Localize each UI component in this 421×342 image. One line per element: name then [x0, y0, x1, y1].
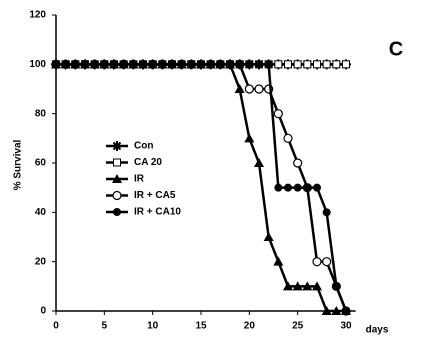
triangle-marker — [283, 281, 293, 291]
square-marker — [322, 60, 331, 69]
square-marker — [303, 60, 312, 69]
circle-marker — [206, 60, 215, 69]
circle-marker — [255, 60, 263, 69]
circle-marker — [264, 60, 273, 69]
circle-marker — [235, 60, 244, 69]
y-tick-label: 40 — [35, 207, 47, 218]
square-marker — [293, 60, 302, 69]
series-line — [56, 63, 348, 312]
x-tick-label: 15 — [195, 321, 207, 332]
circle-marker — [313, 183, 321, 192]
circle-marker — [158, 60, 167, 69]
legend-marker — [113, 158, 121, 167]
y-tick-label: 60 — [35, 158, 47, 169]
circle-marker — [322, 208, 331, 217]
circle-marker — [284, 183, 292, 192]
square-marker — [332, 60, 341, 69]
square-marker — [284, 60, 292, 69]
square-marker — [342, 60, 350, 69]
y-axis-label: % Survival — [13, 139, 24, 190]
circle-marker — [52, 60, 60, 69]
circle-marker — [187, 60, 196, 69]
circle-marker — [71, 60, 80, 69]
triangle-marker — [312, 281, 322, 291]
circle-marker — [197, 60, 205, 69]
triangle-marker — [273, 256, 284, 266]
x-tick-label: 20 — [244, 321, 256, 332]
circle-marker — [216, 60, 225, 69]
circle-marker — [303, 183, 312, 192]
triangle-marker — [292, 281, 303, 291]
x-tick-label: 5 — [102, 321, 108, 332]
circle-marker — [293, 158, 303, 168]
circle-marker — [129, 60, 138, 69]
legend-marker — [112, 141, 122, 151]
legend-label: IR — [134, 174, 145, 185]
circle-marker — [168, 60, 176, 69]
circle-marker — [312, 257, 322, 267]
legend-marker — [113, 208, 121, 216]
triangle-marker — [302, 281, 313, 291]
circle-marker — [81, 60, 89, 69]
legend-label: IR + CA5 — [134, 190, 176, 201]
x-axis-label: days — [366, 325, 389, 336]
y-tick-label: 120 — [29, 10, 46, 21]
circle-marker — [148, 60, 157, 69]
y-tick-label: 100 — [29, 59, 46, 70]
x-tick-label: 0 — [53, 321, 59, 332]
legend-marker — [112, 190, 122, 201]
circle-marker — [100, 60, 109, 69]
circle-marker — [245, 60, 254, 69]
circle-marker — [177, 60, 186, 69]
y-tick-label: 80 — [35, 108, 47, 119]
triangle-marker — [254, 158, 264, 167]
y-tick-label: 0 — [40, 306, 46, 317]
x-tick-label: 10 — [147, 321, 159, 332]
triangle-marker — [263, 232, 274, 241]
circle-marker — [244, 84, 254, 94]
circle-marker — [332, 282, 341, 291]
triangle-marker — [244, 133, 255, 143]
circle-marker — [119, 60, 128, 69]
legend-label: IR + CA10 — [134, 207, 181, 218]
circle-marker — [273, 109, 283, 119]
circle-marker — [61, 60, 70, 69]
circle-marker — [342, 307, 350, 315]
circle-marker — [226, 60, 234, 69]
circle-marker — [90, 60, 99, 69]
legend-label: Con — [134, 141, 153, 152]
circle-marker — [293, 183, 302, 192]
triangle-marker — [321, 306, 332, 315]
circle-marker — [274, 183, 283, 192]
legend-marker — [112, 174, 122, 183]
y-tick-label: 20 — [35, 256, 47, 267]
circle-marker — [139, 60, 147, 69]
x-tick-label: 25 — [292, 321, 304, 332]
circle-marker — [283, 133, 293, 143]
square-marker — [274, 60, 283, 69]
circle-marker — [110, 60, 118, 69]
square-marker — [313, 60, 321, 69]
circle-marker — [254, 84, 264, 94]
x-tick-label: 30 — [340, 321, 352, 332]
circle-marker — [322, 257, 332, 267]
triangle-marker — [331, 306, 342, 315]
legend-label: CA 20 — [134, 157, 162, 168]
panel-label: C — [389, 38, 403, 60]
triangle-marker — [234, 84, 245, 93]
